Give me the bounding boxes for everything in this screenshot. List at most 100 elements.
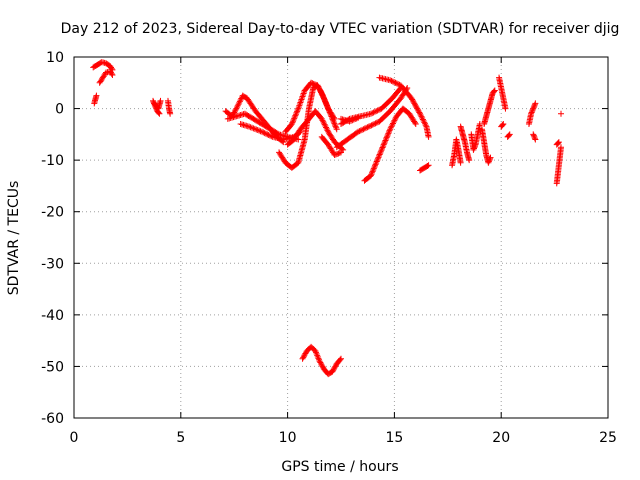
data-point-seg33 xyxy=(332,363,339,370)
data-point-seg17 xyxy=(383,136,390,143)
data-point-seg33 xyxy=(330,366,337,373)
data-point-seg33 xyxy=(312,349,319,356)
data-point-seg23 xyxy=(485,158,492,165)
data-point-seg09 xyxy=(256,127,263,134)
data-point-seg23 xyxy=(486,155,493,162)
data-point-seg18 xyxy=(421,119,428,126)
data-point-seg14 xyxy=(360,126,367,133)
data-point-seg17 xyxy=(369,169,376,176)
data-point-seg11 xyxy=(322,98,329,105)
data-point-seg11 xyxy=(324,103,331,110)
data-point-seg24 xyxy=(491,88,498,95)
data-point-seg17 xyxy=(386,127,393,134)
data-point-seg11 xyxy=(309,80,316,87)
data-point-seg18 xyxy=(412,101,419,108)
data-point-seg17 xyxy=(367,172,374,179)
data-point-seg11 xyxy=(311,81,318,88)
data-point-seg11 xyxy=(314,82,321,89)
data-point-seg12 xyxy=(319,117,326,124)
data-point-seg18 xyxy=(414,106,421,113)
data-point-seg31 xyxy=(555,139,562,146)
data-point-seg11 xyxy=(327,112,334,119)
data-point-seg16 xyxy=(355,114,362,121)
data-point-seg33 xyxy=(314,353,321,360)
data-point-seg07 xyxy=(234,102,241,109)
data-point-seg15 xyxy=(369,110,376,117)
data-point-seg28 xyxy=(532,100,539,107)
data-point-seg15 xyxy=(367,110,374,117)
x-tick-label: 0 xyxy=(70,430,79,446)
data-point-seg11 xyxy=(310,80,317,87)
data-point-seg07 xyxy=(231,109,238,116)
data-point-seg11 xyxy=(333,124,340,131)
data-point-seg33 xyxy=(316,356,323,363)
data-point-seg33 xyxy=(313,350,320,357)
data-point-seg14 xyxy=(373,119,380,126)
data-point-seg11 xyxy=(292,111,299,118)
data-point-seg09 xyxy=(249,124,255,131)
data-point-seg33 xyxy=(317,359,324,366)
data-point-seg22 xyxy=(470,145,477,152)
data-point-seg26 xyxy=(499,121,506,128)
data-point-seg29 xyxy=(530,132,537,139)
data-point-seg17 xyxy=(375,154,382,161)
data-point-seg16 xyxy=(349,117,356,124)
data-point-seg11 xyxy=(333,126,340,133)
data-point-seg28 xyxy=(531,101,538,108)
data-point-seg17 xyxy=(378,145,385,152)
data-point-seg33 xyxy=(337,356,344,363)
data-point-seg13 xyxy=(332,151,339,158)
data-point-seg17 xyxy=(392,116,399,123)
axis-ticks: 0 5 10 15 20 25 -60 -50 -40 -30 -20 -10 0 10 xyxy=(41,50,617,446)
data-point-seg18 xyxy=(410,99,417,106)
data-point-seg11 xyxy=(317,88,324,95)
x-tick-label: 10 xyxy=(279,430,297,446)
data-point-seg07 xyxy=(237,96,244,103)
data-point-seg09 xyxy=(250,125,257,132)
data-point-seg11 xyxy=(288,121,295,128)
plot-frame xyxy=(73,56,609,419)
data-point-seg22 xyxy=(471,144,478,151)
data-point-seg17 xyxy=(384,133,391,140)
y-tick-label: -20 xyxy=(41,205,64,221)
data-point-seg09 xyxy=(257,128,264,135)
data-point-seg22 xyxy=(470,146,477,153)
data-point-seg12 xyxy=(322,123,329,130)
data-point-seg18 xyxy=(387,77,394,84)
data-point-seg17 xyxy=(391,117,398,124)
data-point-seg12 xyxy=(323,124,330,131)
data-point-seg11 xyxy=(320,93,327,100)
data-point-seg11 xyxy=(331,120,338,127)
data-point-seg11 xyxy=(326,107,333,114)
data-point-seg14 xyxy=(356,128,363,135)
data-point-seg18 xyxy=(419,115,426,122)
data-point-seg16 xyxy=(350,116,357,123)
data-point-seg17 xyxy=(376,151,383,158)
data-point-seg24 xyxy=(491,87,498,94)
data-point-seg14 xyxy=(368,122,375,129)
data-point-seg27 xyxy=(506,132,513,139)
data-point-seg11 xyxy=(321,96,328,103)
data-point-seg28 xyxy=(529,106,536,113)
data-point-seg11 xyxy=(290,118,297,125)
data-point-seg18 xyxy=(412,102,419,109)
data-point-seg11 xyxy=(293,109,300,116)
data-point-seg12 xyxy=(318,115,325,122)
data-point-seg09 xyxy=(265,132,272,139)
data-point-seg12 xyxy=(320,118,327,125)
x-axis-label: GPS time / hours xyxy=(281,459,398,475)
data-point-seg03 xyxy=(109,72,116,79)
data-point-seg33 xyxy=(319,363,326,370)
data-point-seg09 xyxy=(253,126,260,133)
data-point-seg31 xyxy=(555,139,562,146)
data-point-seg14 xyxy=(355,128,362,135)
data-point-seg13 xyxy=(334,150,341,157)
data-point-seg11 xyxy=(315,83,322,90)
data-point-seg16 xyxy=(347,117,354,124)
data-point-seg11 xyxy=(319,92,326,99)
data-point-seg07 xyxy=(233,105,240,112)
data-point-seg18 xyxy=(418,113,425,120)
data-point-seg33 xyxy=(300,354,307,361)
data-point-seg11 xyxy=(287,122,294,129)
